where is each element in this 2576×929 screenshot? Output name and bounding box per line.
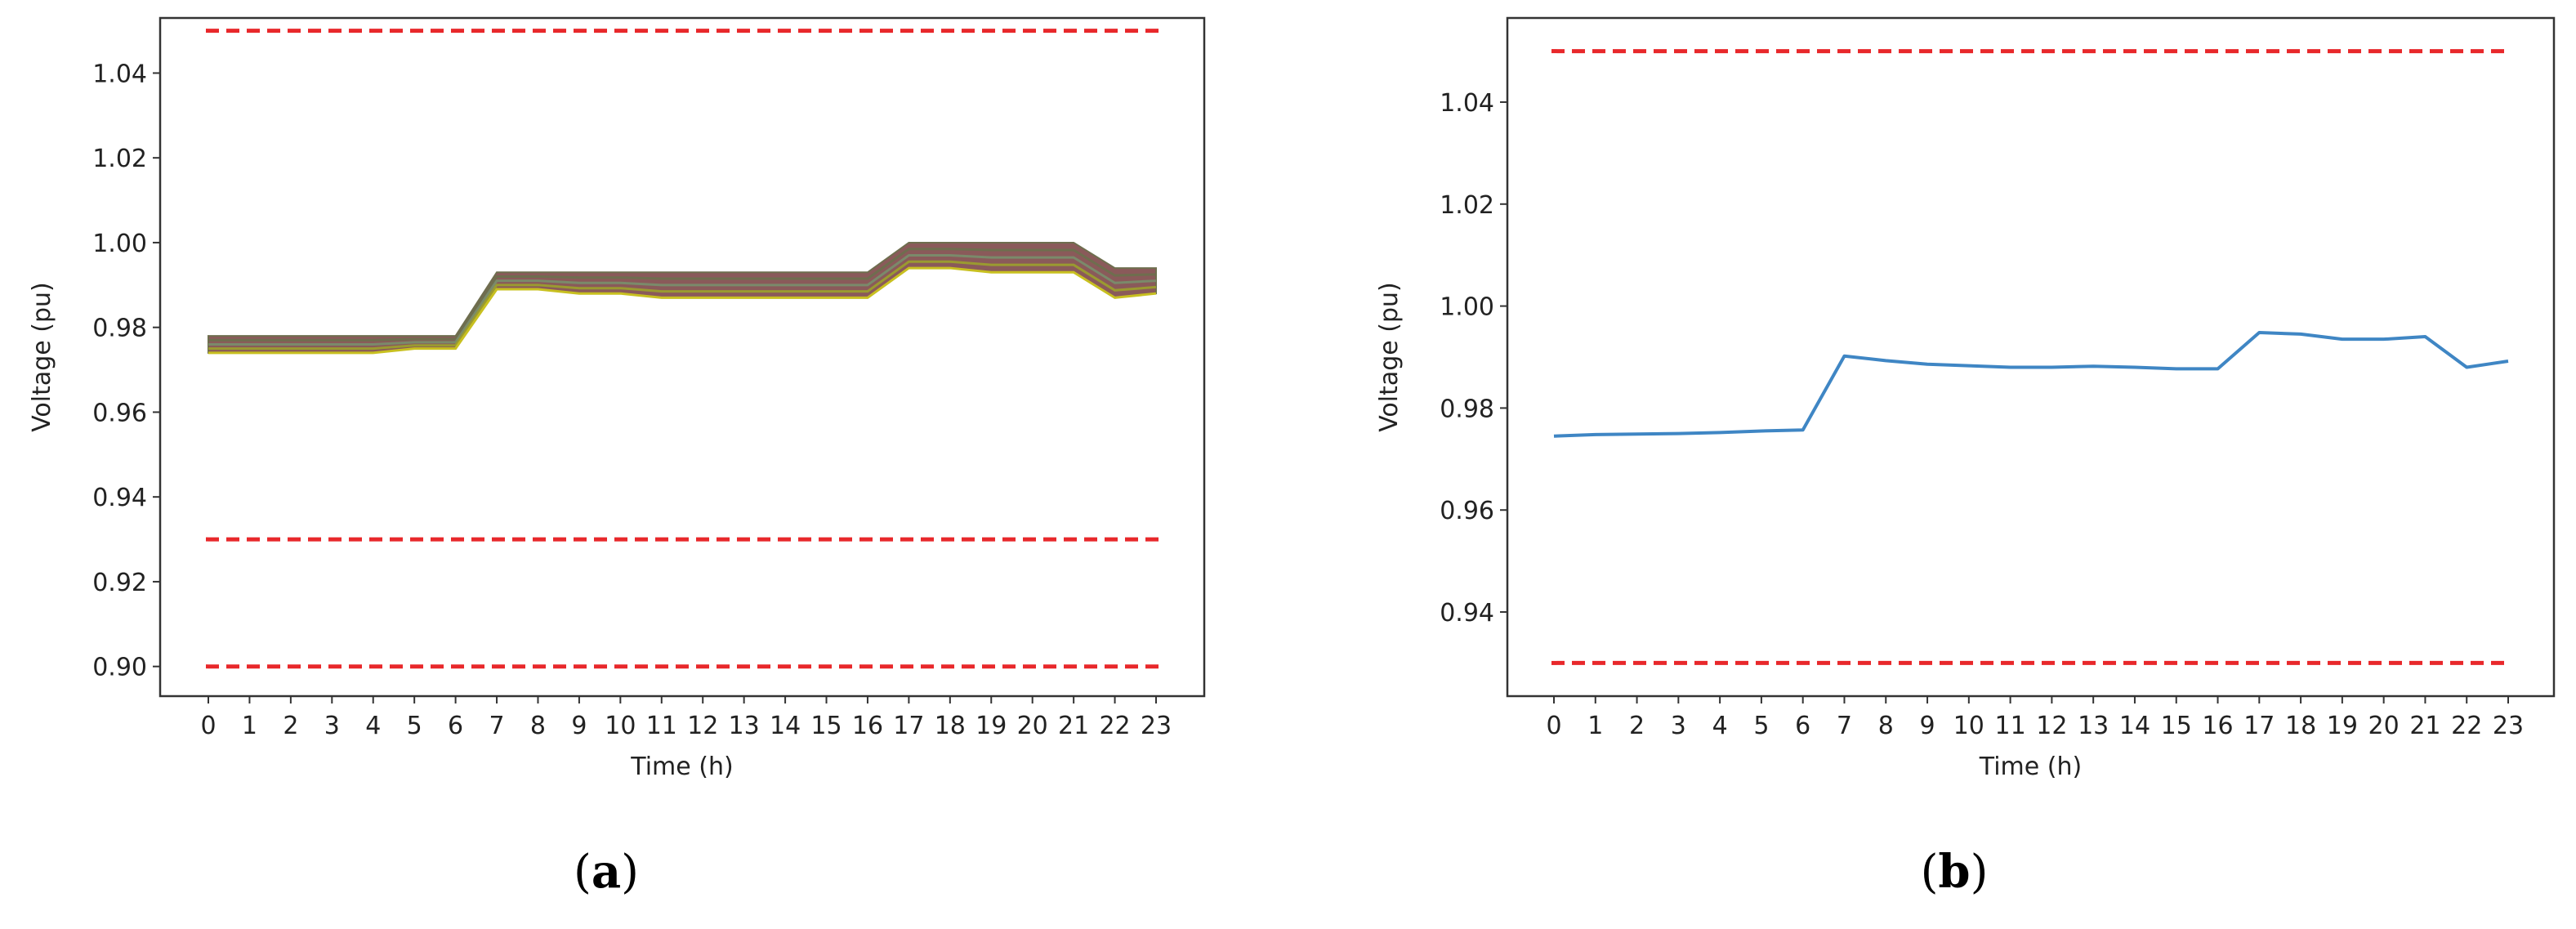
y-tick-label-0: 0.90 (92, 654, 147, 682)
voltage-band-line-2 (208, 260, 1157, 351)
x-tick-label-18: 18 (935, 712, 966, 740)
x-tick-label-20: 20 (1017, 712, 1048, 740)
panel-label-part-0: ( (1921, 846, 1939, 899)
panel-label-part-2: ) (1971, 846, 1989, 899)
y-tick-label-2: 0.94 (92, 484, 147, 512)
x-tick-label-9: 9 (571, 712, 587, 740)
y-tick-label-7: 1.04 (92, 60, 147, 88)
x-tick-label-9: 9 (1919, 712, 1935, 740)
panel-label-part-2: ) (621, 846, 639, 899)
y-tick-label-3: 1.00 (1440, 293, 1494, 322)
x-tick-label-14: 14 (770, 712, 801, 740)
x-tick-label-12: 12 (687, 712, 718, 740)
x-tick-label-5: 5 (1753, 712, 1769, 740)
x-tick-label-2: 2 (1629, 712, 1645, 740)
panel-label-part-1: b (1938, 845, 1970, 899)
x-tick-label-2: 2 (283, 712, 298, 740)
x-tick-label-14: 14 (2119, 712, 2150, 740)
x-tick-label-13: 13 (729, 712, 760, 740)
x-tick-label-11: 11 (1995, 712, 2026, 740)
x-tick-label-1: 1 (1587, 712, 1603, 740)
y-axis-label: Voltage (pu) (1375, 282, 1404, 432)
x-tick-label-0: 0 (1546, 712, 1561, 740)
x-tick-label-5: 5 (407, 712, 422, 740)
x-tick-label-22: 22 (1099, 712, 1130, 740)
y-tick-label-5: 1.04 (1440, 89, 1494, 118)
x-tick-label-7: 7 (1837, 712, 1852, 740)
chart-panel-b: 0 1 2 3 4 5 6 7 8 9 10 11 12 13 14 15 16 17 18 19 20 21 22 230.… (1375, 16, 2556, 899)
x-tick-label-11: 11 (646, 712, 677, 740)
x-tick-label-23: 23 (1141, 712, 1172, 740)
x-tick-label-19: 19 (975, 712, 1007, 740)
x-tick-label-7: 7 (489, 712, 504, 740)
x-axis-label: Time (h) (1979, 753, 2082, 781)
x-tick-label-10: 10 (1953, 712, 1984, 740)
y-tick-label-6: 1.02 (92, 145, 147, 173)
x-tick-label-15: 15 (2161, 712, 2192, 740)
x-tick-label-10: 10 (605, 712, 636, 740)
x-tick-label-8: 8 (1878, 712, 1894, 740)
y-tick-label-1: 0.92 (92, 569, 147, 597)
voltage-band-line-0 (208, 248, 1157, 342)
x-tick-label-6: 6 (1795, 712, 1810, 740)
x-tick-label-13: 13 (2078, 712, 2109, 740)
x-tick-label-3: 3 (324, 712, 340, 740)
panel-label: (b) (1921, 845, 1989, 899)
panel-label: (a) (574, 845, 639, 899)
x-tick-label-16: 16 (2202, 712, 2233, 740)
y-axis-label: Voltage (pu) (28, 282, 56, 432)
voltage-series-line-0 (1553, 331, 2509, 438)
x-tick-label-8: 8 (530, 712, 546, 740)
plot-frame (158, 16, 1206, 698)
x-tick-label-21: 21 (2409, 712, 2440, 740)
y-tick-label-2: 0.98 (1440, 395, 1494, 423)
y-tick-label-0: 0.94 (1440, 599, 1494, 628)
x-tick-label-4: 4 (1712, 712, 1728, 740)
panel-label-part-0: ( (574, 846, 592, 899)
x-tick-label-18: 18 (2285, 712, 2316, 740)
x-tick-label-17: 17 (893, 712, 924, 740)
y-tick-label-4: 0.98 (92, 315, 147, 343)
y-tick-label-3: 0.96 (92, 399, 147, 427)
x-tick-label-22: 22 (2451, 712, 2482, 740)
x-tick-label-3: 3 (1671, 712, 1686, 740)
x-tick-label-6: 6 (448, 712, 463, 740)
x-tick-label-21: 21 (1058, 712, 1089, 740)
chart-panel-a: 0 1 2 3 4 5 6 7 8 9 10 11 12 13 14 15 16 17 18 19 20 21 22 230.… (28, 16, 1206, 899)
y-tick-label-4: 1.02 (1440, 191, 1494, 220)
x-tick-label-15: 15 (810, 712, 842, 740)
x-tick-label-23: 23 (2493, 712, 2524, 740)
x-tick-label-4: 4 (365, 712, 381, 740)
x-tick-label-12: 12 (2036, 712, 2067, 740)
panel-label-part-1: a (592, 845, 621, 899)
x-tick-label-17: 17 (2243, 712, 2275, 740)
x-axis-label: Time (h) (630, 753, 733, 781)
plot-frame (1506, 16, 2556, 698)
x-tick-label-19: 19 (2327, 712, 2358, 740)
voltage-band-line-3 (208, 266, 1157, 355)
y-tick-label-1: 0.96 (1440, 497, 1494, 525)
x-tick-label-20: 20 (2368, 712, 2400, 740)
y-tick-label-5: 1.00 (92, 230, 147, 258)
voltage-band-line-1 (208, 254, 1157, 346)
x-tick-label-1: 1 (242, 712, 257, 740)
x-tick-label-0: 0 (200, 712, 216, 740)
x-tick-label-16: 16 (852, 712, 883, 740)
